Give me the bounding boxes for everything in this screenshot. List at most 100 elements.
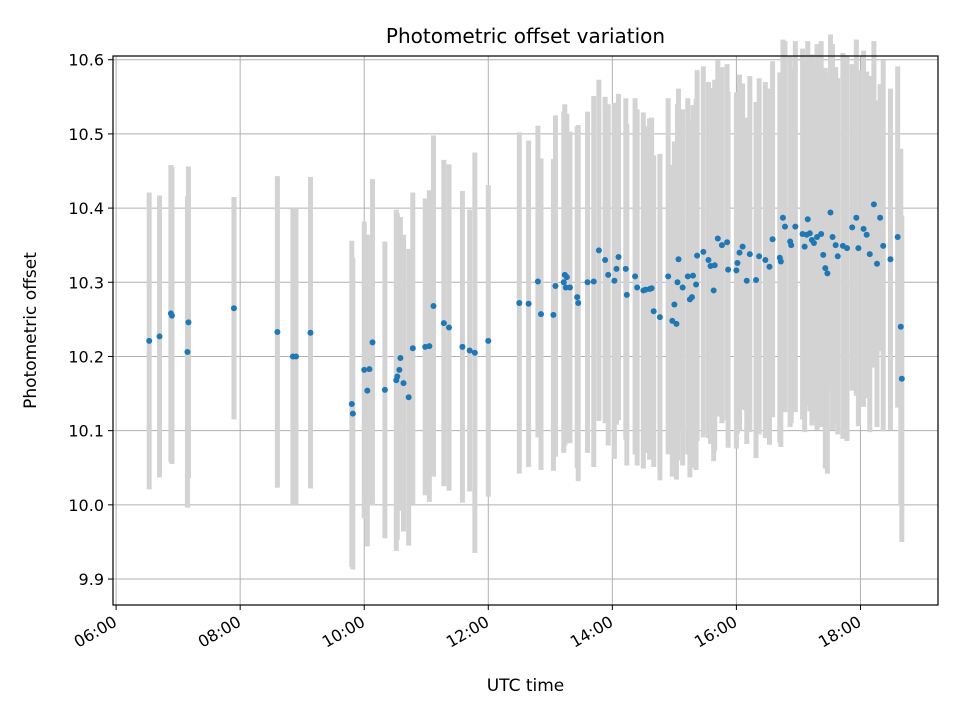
data-point <box>804 216 811 223</box>
data-point <box>400 380 407 387</box>
data-point <box>430 303 437 310</box>
data-point <box>669 317 676 324</box>
data-point <box>396 366 403 373</box>
data-point <box>779 214 786 221</box>
data-point <box>736 249 743 256</box>
data-point <box>602 257 609 264</box>
data-point <box>648 285 655 292</box>
data-point <box>866 251 873 258</box>
data-point <box>230 305 237 312</box>
data-point <box>674 279 681 286</box>
y-tick-label: 10.5 <box>68 125 104 144</box>
data-point <box>832 242 839 249</box>
data-point <box>810 239 817 246</box>
data-point <box>552 282 559 289</box>
y-tick-label: 10.4 <box>68 199 104 218</box>
y-tick-label: 10.0 <box>68 496 104 515</box>
data-point <box>550 311 557 318</box>
data-point <box>563 274 570 281</box>
y-axis-title: Photometric offset <box>21 252 41 409</box>
data-point <box>743 277 750 284</box>
data-point <box>880 242 887 249</box>
data-point <box>184 349 191 356</box>
data-point <box>714 235 721 242</box>
x-axis-title: UTC time <box>487 676 565 696</box>
data-point <box>844 245 851 252</box>
data-point <box>611 277 618 284</box>
data-point <box>734 259 741 266</box>
data-point <box>538 311 545 318</box>
data-point <box>694 252 701 259</box>
data-point <box>688 294 695 301</box>
data-point <box>827 209 834 216</box>
data-point <box>560 279 567 286</box>
data-point <box>394 373 401 380</box>
data-point <box>762 257 769 264</box>
data-point <box>650 308 657 315</box>
data-point <box>679 284 686 291</box>
y-tick-label: 10.1 <box>68 422 104 441</box>
data-point <box>366 366 373 373</box>
data-point <box>516 300 523 307</box>
data-point <box>781 223 788 230</box>
data-point <box>369 339 376 346</box>
data-point <box>718 242 725 249</box>
data-point <box>656 314 663 321</box>
data-point <box>801 243 808 250</box>
data-point <box>307 329 314 336</box>
chart-title: Photometric offset variation <box>386 24 665 48</box>
data-point <box>673 320 680 327</box>
data-point <box>870 201 877 208</box>
data-point <box>566 284 573 291</box>
data-point <box>829 234 836 241</box>
y-tick-label: 10.6 <box>68 51 104 70</box>
data-point <box>146 337 153 344</box>
data-point <box>788 242 795 249</box>
data-point <box>665 273 672 280</box>
data-point <box>822 265 829 272</box>
data-point <box>824 270 831 277</box>
data-point <box>684 273 691 280</box>
y-tick-label: 9.9 <box>79 570 104 589</box>
data-point <box>274 328 281 335</box>
data-point <box>863 231 870 238</box>
data-point <box>897 323 904 330</box>
data-point <box>292 353 299 360</box>
y-axis-ticks: 9.9 10.0 10.1 10.2 10.3 10.4 10.5 10.6 <box>68 51 113 589</box>
data-point <box>733 267 740 274</box>
data-point <box>575 300 582 307</box>
data-point <box>409 345 416 352</box>
data-point <box>898 375 905 382</box>
data-point <box>574 294 581 301</box>
data-point <box>426 343 433 350</box>
data-point <box>485 337 492 344</box>
data-point <box>405 394 412 401</box>
data-point <box>615 254 622 261</box>
data-point <box>818 231 825 238</box>
data-point <box>185 319 192 326</box>
data-point <box>689 272 696 279</box>
data-point <box>887 256 894 263</box>
data-point <box>753 277 760 284</box>
data-point <box>622 265 629 272</box>
data-point <box>739 243 746 250</box>
data-point <box>562 284 569 291</box>
data-point <box>675 256 682 263</box>
data-point <box>874 260 881 267</box>
data-point <box>634 284 641 291</box>
data-point <box>156 333 163 340</box>
data-point <box>440 320 447 327</box>
data-point <box>769 236 776 243</box>
data-point <box>711 262 718 269</box>
data-point <box>471 349 478 356</box>
data-point <box>349 410 356 417</box>
data-point <box>671 301 678 308</box>
data-point <box>710 287 717 294</box>
data-point <box>806 230 813 237</box>
data-point <box>724 239 731 246</box>
data-point <box>632 273 639 280</box>
y-tick-label: 10.3 <box>68 273 104 292</box>
data-point <box>613 265 620 272</box>
data-point <box>348 400 355 407</box>
data-point <box>590 278 597 285</box>
